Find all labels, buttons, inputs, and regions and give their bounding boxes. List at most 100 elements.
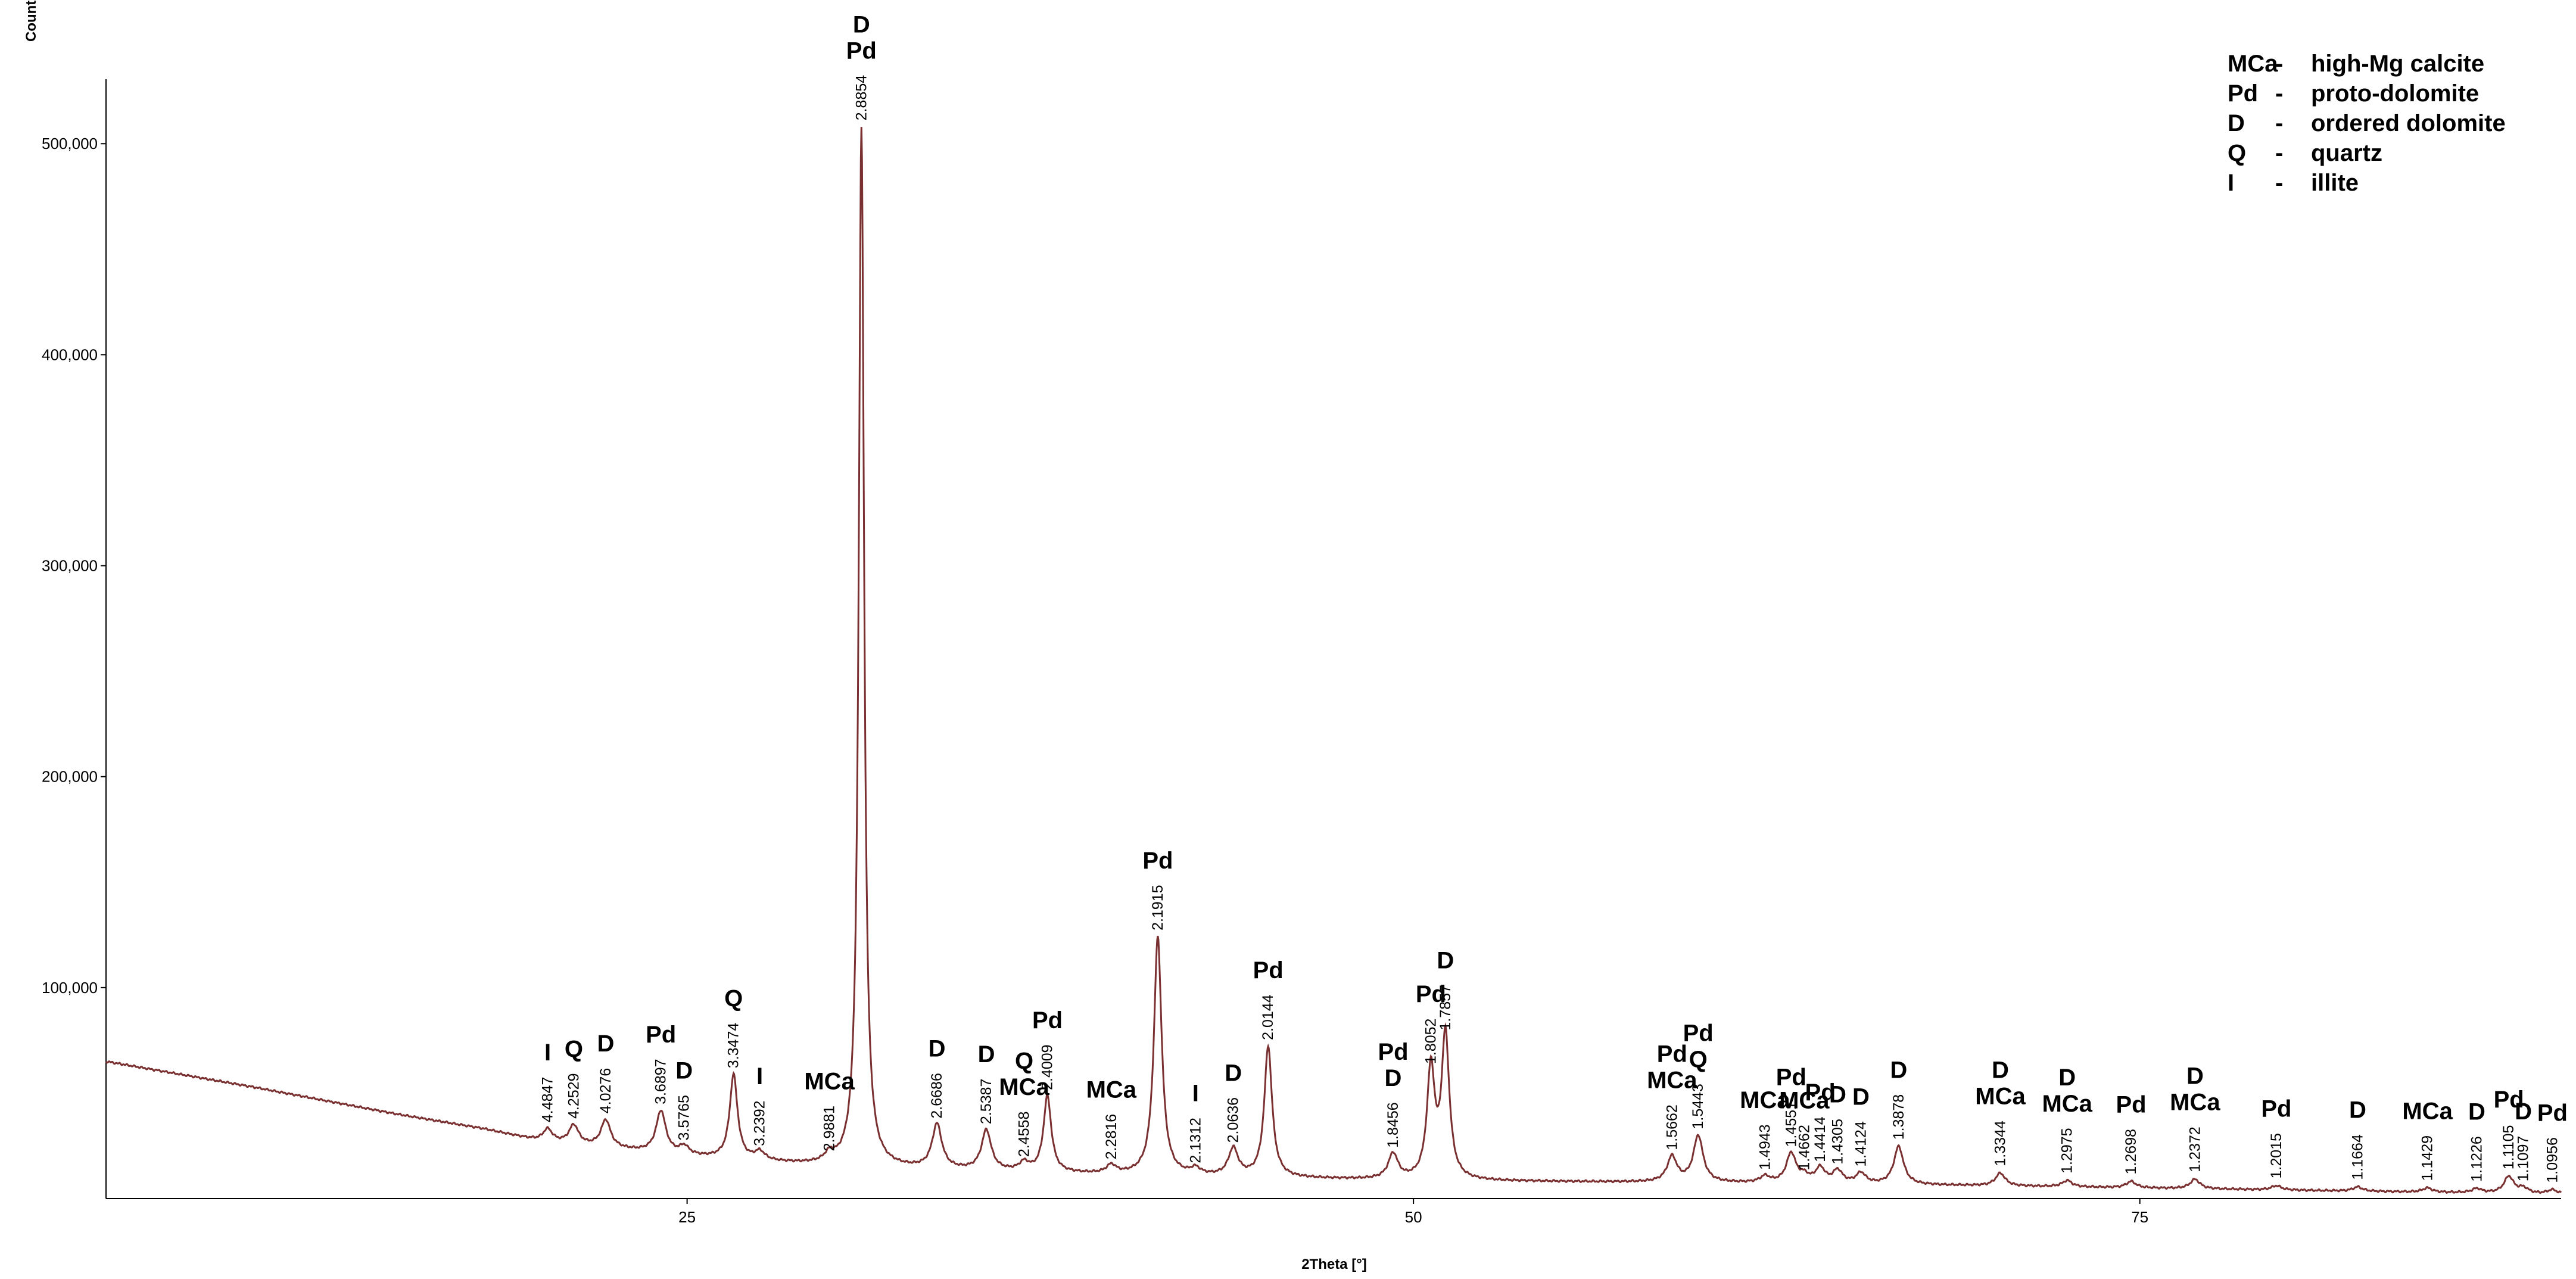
legend-code: D xyxy=(2228,110,2245,136)
d-spacing-label: 2.2816 xyxy=(1103,1114,1120,1159)
d-spacing-label: 2.6686 xyxy=(929,1073,945,1118)
legend-dash: - xyxy=(2275,80,2284,107)
phase-label: D xyxy=(675,1058,693,1084)
phase-label: Pd xyxy=(1253,957,1284,984)
phase-label: Q xyxy=(565,1036,583,1062)
phase-label: Pd xyxy=(2494,1087,2524,1113)
legend-code: MCa xyxy=(2228,51,2278,77)
d-spacing-label: 3.3474 xyxy=(725,1023,742,1069)
legend-dash: - xyxy=(2275,110,2284,136)
phase-label: Pd xyxy=(1032,1007,1063,1034)
d-spacing-label: 1.4551 xyxy=(1783,1101,1799,1147)
legend-item: MCa - high-Mg calcite xyxy=(2228,49,2506,79)
y-tick-label: 200,000 xyxy=(42,768,98,786)
d-spacing-label: 1.3344 xyxy=(1992,1121,2009,1166)
legend-text: illite xyxy=(2311,170,2359,196)
phase-label: D xyxy=(1225,1060,1242,1086)
phase-label: MCa xyxy=(999,1074,1049,1100)
d-spacing-label: 1.4414 xyxy=(1812,1116,1829,1162)
d-spacing-label: 1.1226 xyxy=(2469,1136,2485,1181)
phase-label: Q xyxy=(1015,1048,1033,1074)
legend-code: I xyxy=(2228,170,2235,196)
d-spacing-label: 1.4305 xyxy=(1829,1119,1846,1164)
phase-label: MCa xyxy=(1086,1076,1137,1103)
phase-label: MCa xyxy=(2170,1090,2220,1116)
y-tick-label: 400,000 xyxy=(42,346,98,363)
d-spacing-label: 4.4847 xyxy=(540,1077,556,1122)
legend-item: I - illite xyxy=(2228,168,2506,198)
phase-label: D xyxy=(2349,1097,2366,1124)
phase-label: D xyxy=(1852,1084,1870,1110)
phase-label: I xyxy=(544,1040,551,1066)
d-spacing-label: 2.8854 xyxy=(853,75,870,121)
phase-label: D xyxy=(978,1041,995,1068)
phase-label: MCa xyxy=(1779,1088,1830,1114)
d-spacing-label: 4.0276 xyxy=(597,1068,614,1113)
legend-item: Q - quartz xyxy=(2228,138,2506,168)
d-spacing-label: 1.2372 xyxy=(2186,1126,2203,1172)
legend-text: proto-dolomite xyxy=(2311,80,2480,107)
phase-label: Pd xyxy=(2116,1092,2146,1118)
legend-code: Pd xyxy=(2228,80,2259,107)
phase-label: D xyxy=(1992,1057,2009,1084)
d-spacing-label: 2.5387 xyxy=(978,1079,995,1124)
d-spacing-label: 1.3878 xyxy=(1890,1094,1907,1140)
d-spacing-label: 1.0956 xyxy=(2544,1137,2561,1182)
d-spacing-label: 1.5443 xyxy=(1690,1084,1706,1129)
phase-label: Pd xyxy=(646,1022,676,1048)
phase-label: D xyxy=(2058,1065,2076,1091)
axis-ticks: 100,000 200,000 300,000 400,000 500,000 25 50 7… xyxy=(42,135,2148,1226)
d-spacing-label: 1.1429 xyxy=(2419,1135,2436,1181)
axes xyxy=(105,79,2561,1199)
phase-label: Pd xyxy=(1416,981,1446,1007)
legend-item: Pd - proto-dolomite xyxy=(2228,79,2506,108)
legend-text: ordered dolomite xyxy=(2311,110,2506,136)
d-spacing-label: 1.1664 xyxy=(2350,1134,2366,1180)
d-spacing-label: 2.1915 xyxy=(1150,885,1166,930)
phase-label: Pd xyxy=(2261,1096,2291,1122)
legend-dash: - xyxy=(2275,51,2284,77)
phase-label: MCa xyxy=(1975,1084,2026,1110)
d-spacing-label: 3.6897 xyxy=(653,1059,669,1104)
d-spacing-label: 3.5765 xyxy=(676,1095,693,1140)
d-spacing-label: 2.4558 xyxy=(1016,1112,1033,1157)
d-spacing-label: 1.4943 xyxy=(1756,1124,1773,1169)
peak-labels: 4.4847 I 4.2529 Q 4.0276 D 3.6897 Pd 3.5765 D 3.34… xyxy=(540,11,2568,1182)
diffractogram-line xyxy=(105,127,2562,1194)
y-axis-title: Counts xyxy=(23,0,39,42)
d-spacing-label: 2.0636 xyxy=(1225,1097,1242,1143)
phase-label: Pd xyxy=(1776,1065,1806,1091)
x-axis-title: 2Theta [°] xyxy=(1301,1256,1367,1272)
d-spacing-label: 1.4124 xyxy=(1852,1121,1869,1167)
d-spacing-label: 1.5662 xyxy=(1664,1104,1680,1150)
d-spacing-label: 1.8052 xyxy=(1422,1019,1439,1064)
phase-label: Q xyxy=(724,985,743,1012)
phase-label: D xyxy=(2468,1099,2485,1125)
d-spacing-label: 1.1105 xyxy=(2500,1125,2517,1170)
d-spacing-label: 1.7857 xyxy=(1437,985,1454,1030)
x-tick-label: 75 xyxy=(2131,1208,2148,1226)
legend-item: D - ordered dolomite xyxy=(2228,108,2506,138)
phase-label: Pd xyxy=(846,38,877,64)
d-spacing-label: 2.1312 xyxy=(1187,1118,1204,1163)
legend-text: quartz xyxy=(2311,140,2382,166)
y-tick-label: 300,000 xyxy=(42,557,98,575)
legend-text: high-Mg calcite xyxy=(2311,51,2485,77)
phase-label: Pd xyxy=(2537,1100,2568,1126)
d-spacing-label: 1.2698 xyxy=(2123,1129,2139,1174)
phase-label: Q xyxy=(1689,1047,1708,1073)
d-spacing-label: 3.2392 xyxy=(752,1100,768,1146)
phase-label: D xyxy=(1437,948,1454,974)
x-tick-label: 50 xyxy=(1405,1208,1422,1226)
phase-label: Pd xyxy=(1378,1039,1408,1065)
d-spacing-label: 2.4009 xyxy=(1039,1044,1056,1090)
x-tick-label: 25 xyxy=(678,1208,696,1226)
y-tick-label: 500,000 xyxy=(42,135,98,153)
d-spacing-label: 2.0144 xyxy=(1260,994,1276,1040)
phase-label: Pd xyxy=(1683,1020,1714,1047)
phase-legend: MCa - high-Mg calcite Pd - proto-dolomite D - or… xyxy=(2228,49,2506,198)
y-tick-label: 100,000 xyxy=(42,979,98,997)
phase-label: D xyxy=(1385,1065,1402,1091)
d-spacing-label: 1.1097 xyxy=(2515,1136,2532,1181)
